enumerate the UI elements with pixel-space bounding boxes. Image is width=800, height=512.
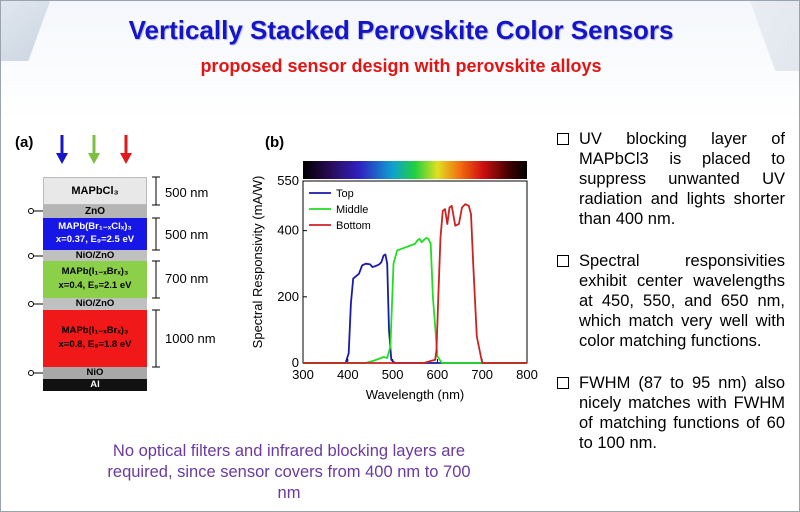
- legend-label: Middle: [336, 204, 368, 216]
- panel-b-label: (b): [265, 134, 285, 151]
- layer-al: Al: [43, 379, 147, 391]
- legend-label: Bottom: [336, 220, 371, 232]
- bullet-item: Spectral responsivities exhibit center w…: [557, 251, 785, 351]
- layer-nio-zno-2: NiO/ZnO: [43, 298, 147, 310]
- slide-title: Vertically Stacked Perovskite Color Sens…: [128, 15, 674, 45]
- series-line-top: [303, 253, 527, 364]
- x-tick-label: 500: [382, 367, 404, 382]
- bullet-item: FWHM (87 to 95 nm) also nicely matches w…: [557, 373, 785, 453]
- y-tick-label: 0: [292, 355, 299, 370]
- footnote-text: No optical filters and infrared blocking…: [107, 442, 471, 502]
- spectral-responsivity-chart: 300 400 500 600 700 800 0 200 400 550 Wavelength (…: [250, 161, 538, 402]
- green-light-arrow-icon: [88, 135, 100, 164]
- layer-blue-perovskite: MAPb(Br₁₋ₓClₓ)₃ x=0.37, E₉=2.5 eV: [43, 218, 147, 250]
- x-tick-label: 400: [337, 367, 359, 382]
- thickness-label: 500 nm: [165, 185, 209, 200]
- red-light-arrow-icon: [120, 135, 132, 164]
- slide-subtitle: proposed sensor design with perovskite a…: [200, 56, 602, 76]
- y-axis-label: Spectral Responsivity (mA/W): [250, 176, 265, 349]
- checkbox-bullet-icon: [557, 377, 569, 389]
- y-tick-label: 550: [277, 173, 299, 188]
- checkbox-bullet-icon: [557, 255, 569, 267]
- layer-nio-zno-1: NiO/ZnO: [43, 250, 147, 261]
- layer-mapbcl3: MAPbCl₃: [43, 177, 147, 205]
- layer-zno: ZnO: [43, 205, 147, 218]
- series-line-middle: [303, 237, 527, 364]
- bullet-list: UV blocking layer of MAPbCl3 is placed t…: [557, 129, 785, 475]
- series-line-bottom: [303, 203, 527, 364]
- thickness-label: 700 nm: [165, 271, 209, 286]
- legend-label: Top: [336, 188, 354, 200]
- electrode-contacts: [28, 208, 43, 376]
- layer-nio: NiO: [43, 367, 147, 379]
- panel-a-label: (a): [15, 134, 34, 151]
- layer-green-perovskite: MAPb(I₁₋ₓBrₓ)₃ x=0.4, E₉=2.1 eV: [43, 261, 147, 298]
- blue-light-arrow-icon: [56, 135, 68, 164]
- layer-red-perovskite: MAPb(I₁₋ₓBrₓ)₃ x=0.8, E₉=1.8 eV: [43, 310, 147, 367]
- y-tick-label: 200: [277, 289, 299, 304]
- y-tick-label: 400: [277, 223, 299, 238]
- thickness-label: 1000 nm: [165, 331, 216, 346]
- thickness-label: 500 nm: [165, 227, 209, 242]
- x-tick-label: 600: [427, 367, 449, 382]
- x-axis-label: Wavelength (nm): [366, 387, 465, 402]
- checkbox-bullet-icon: [557, 133, 569, 145]
- x-tick-label: 800: [516, 367, 538, 382]
- bullet-item: UV blocking layer of MAPbCl3 is placed t…: [557, 129, 785, 229]
- x-tick-label: 300: [292, 367, 314, 382]
- x-tick-label: 700: [471, 367, 493, 382]
- thickness-brackets: [152, 176, 160, 368]
- visible-spectrum-bar: [303, 161, 527, 179]
